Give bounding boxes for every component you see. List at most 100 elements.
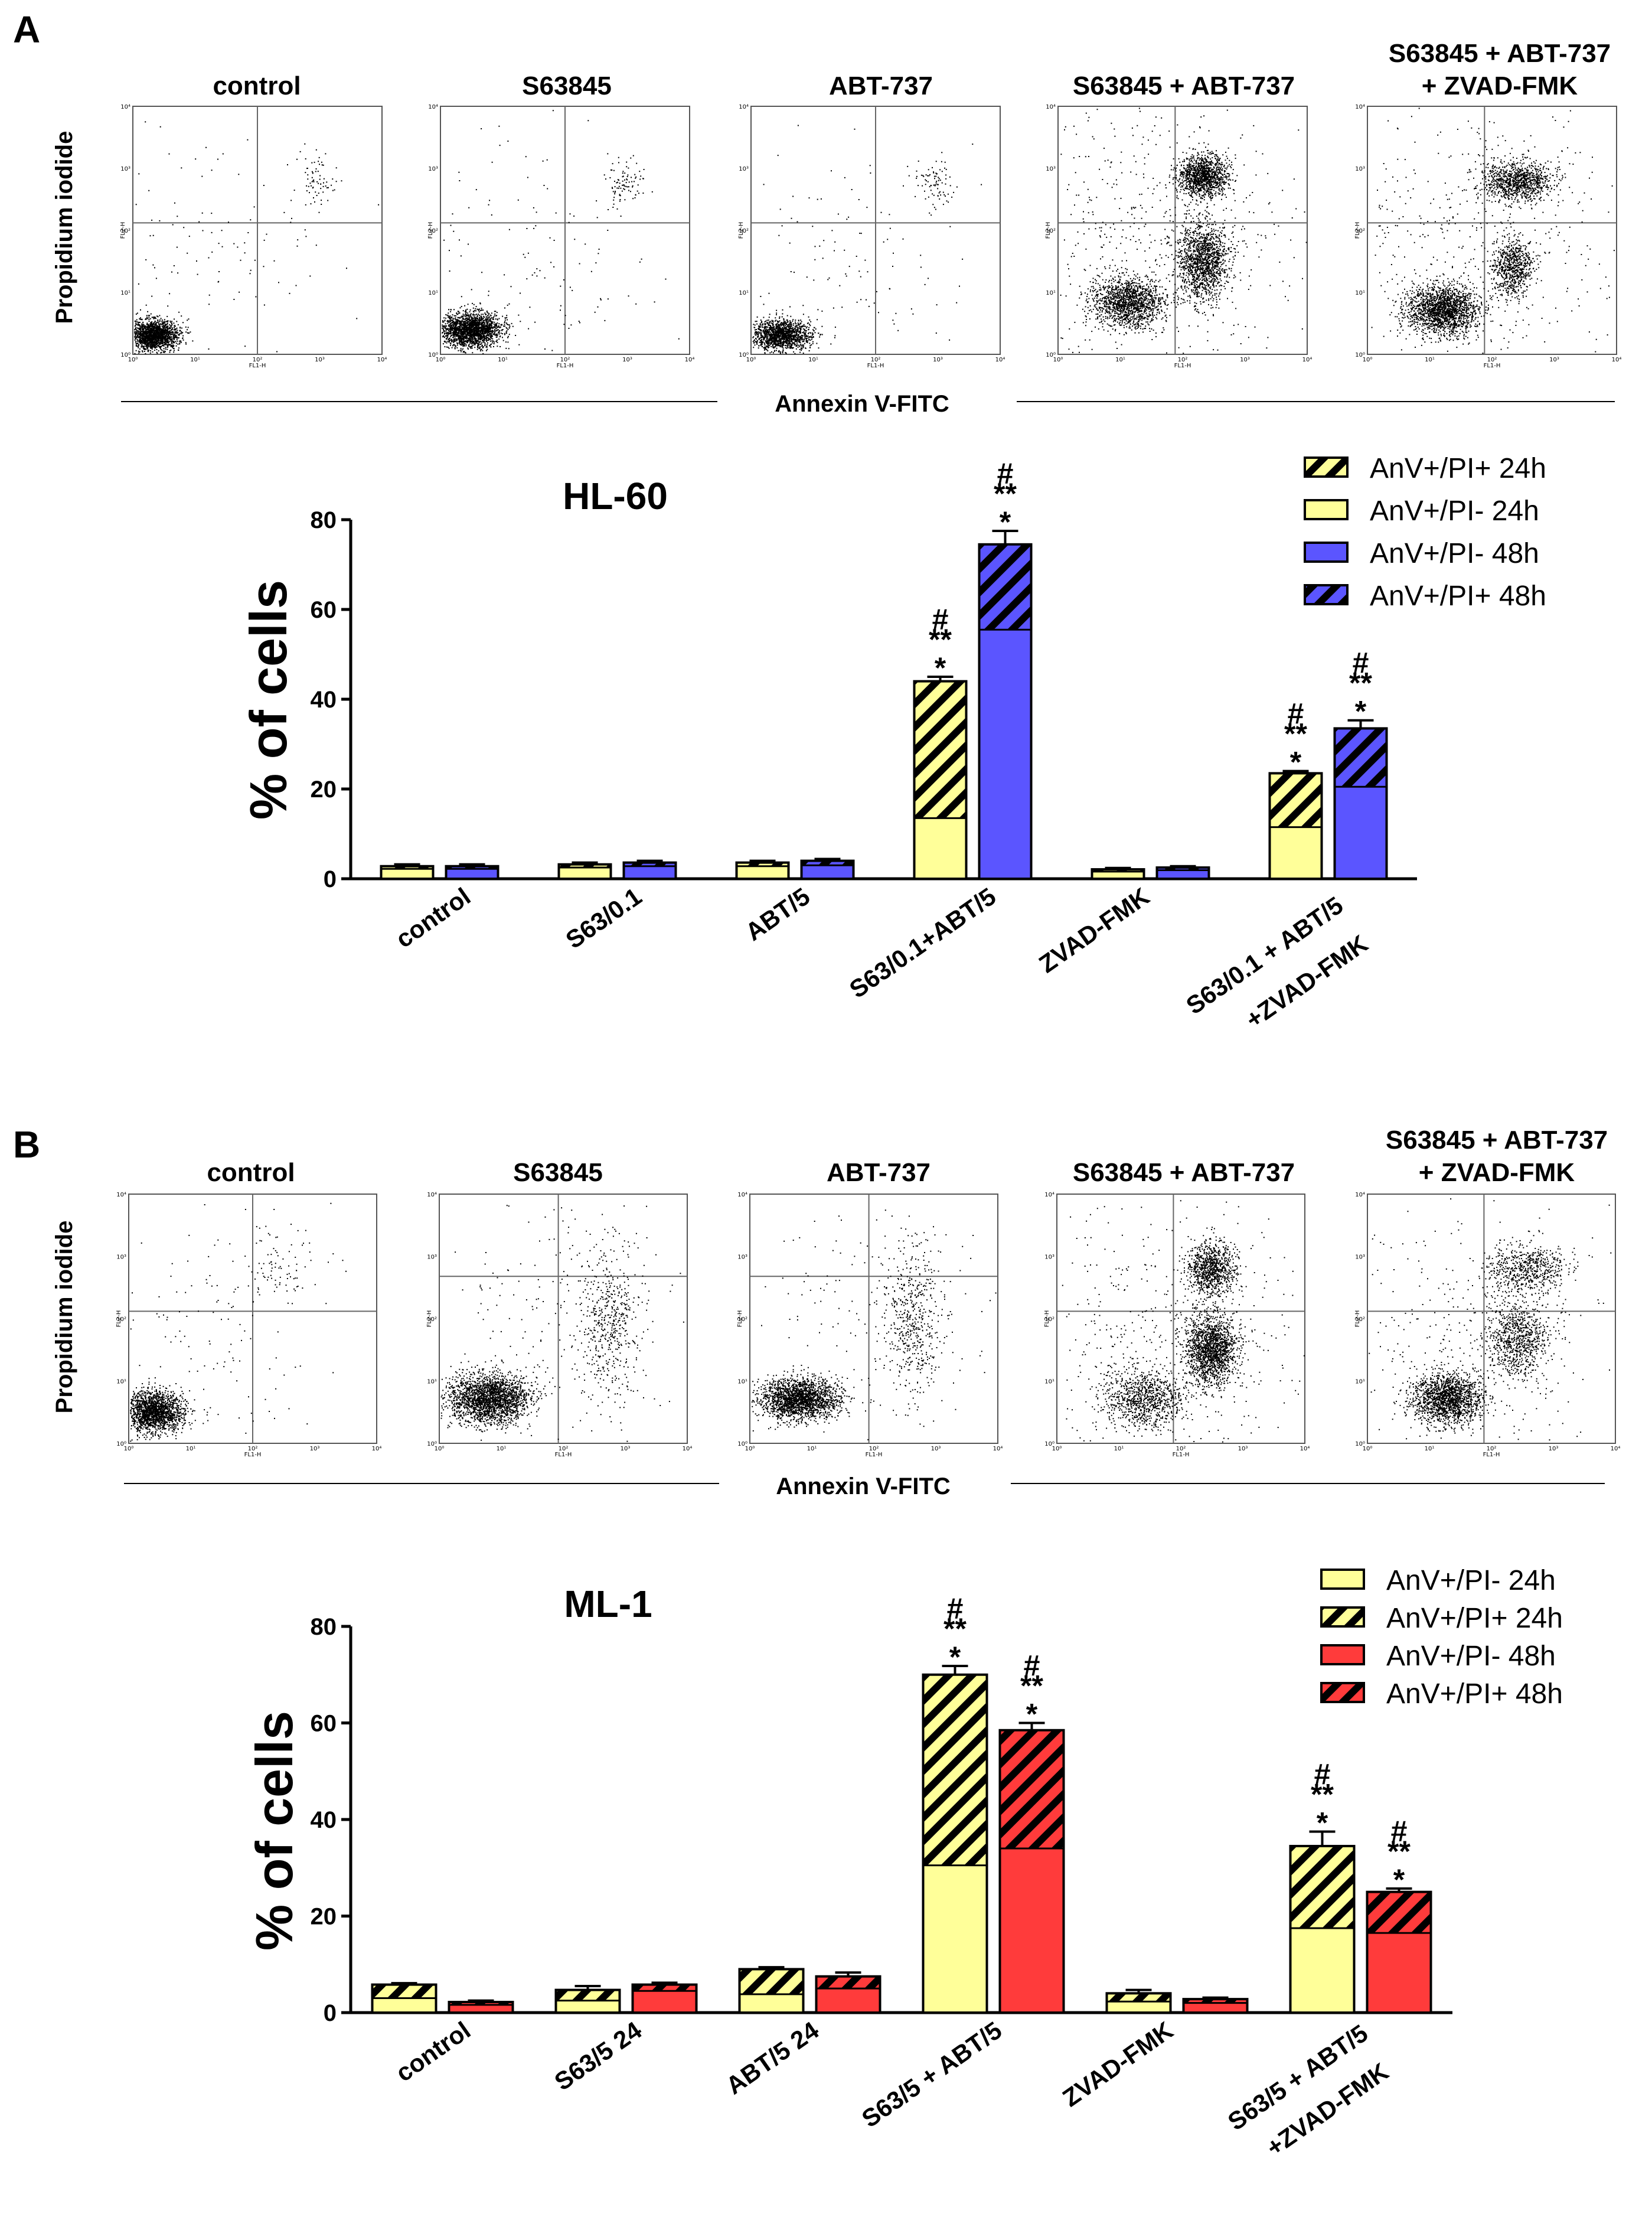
bar-pi-pos-hatch (1157, 868, 1209, 870)
bar-pi-neg (623, 866, 676, 879)
significance-mark: * (1026, 1698, 1038, 1731)
y-tick-label: 60 (311, 1711, 337, 1737)
significance-mark: ** (1311, 1778, 1334, 1811)
bar-pi-pos-hatch (556, 1990, 620, 2001)
plot-y-label: FL2-H (1354, 1310, 1361, 1328)
plot-x-tick: 10² (559, 1446, 569, 1452)
flow-events (440, 1205, 684, 1442)
panel-a-flow: control S63845 ABT-737 S63845 + ABT-737 … (51, 39, 1621, 417)
plot-y-tick: 10⁴ (1355, 1192, 1365, 1198)
flow-x-axis-label: Annexin V-FITC (775, 391, 949, 417)
plot-y-tick: 10⁴ (428, 104, 438, 110)
plot-x-tick: 10⁴ (372, 1446, 382, 1452)
panel-b-letter: B (13, 1123, 40, 1166)
panel-b-flow: control S63845 ABT-737 S63845 + ABT-737 … (51, 1126, 1620, 1499)
plot-y-tick: 10⁴ (739, 104, 749, 110)
plot-x-tick: 10³ (931, 1446, 941, 1452)
category-label: S63/5 24 (549, 2016, 647, 2096)
plot-y-tick: 10⁴ (1046, 104, 1056, 110)
y-tick-label: 40 (311, 687, 337, 713)
plot-x-tick: 10² (1178, 357, 1188, 363)
plot-y-tick: 10³ (739, 166, 749, 172)
flow-plot-frame (1367, 106, 1617, 355)
plot-y-tick: 10⁰ (116, 1441, 126, 1447)
plot-y-tick: 10⁰ (1355, 352, 1365, 358)
significance-mark: # (947, 1592, 964, 1625)
plot-y-tick: 10¹ (427, 1379, 437, 1385)
bar-pi-neg (816, 1988, 880, 2013)
flow-plot-frame (1057, 106, 1308, 355)
plot-y-tick: 10⁰ (120, 352, 130, 358)
plot-y-tick: 10⁴ (120, 104, 130, 110)
plot-y-tick: 10³ (1355, 166, 1365, 172)
plot-x-tick: 10¹ (1425, 357, 1435, 363)
plot-x-tick: 10⁰ (124, 1446, 134, 1452)
bar-pi-neg (449, 2004, 513, 2013)
bar-pi-neg (1092, 871, 1144, 879)
bar-pi-pos-hatch (801, 860, 854, 866)
plot-y-tick: 10⁰ (1044, 1441, 1054, 1447)
plot-x-tick: 10⁰ (746, 357, 756, 363)
flow-title-s63845: S63845 (522, 71, 612, 100)
y-axis-label: % of cells (245, 1711, 303, 1951)
plot-x-tick: 10⁴ (1302, 357, 1313, 363)
significance-mark: * (1290, 746, 1302, 779)
significance-mark: * (935, 651, 946, 684)
y-tick-label: 0 (324, 866, 337, 892)
significance-mark: * (949, 1641, 961, 1674)
plot-x-tick: 10⁴ (685, 357, 695, 363)
significance-mark: * (1000, 506, 1011, 539)
plot-x-label: FL1-H (867, 363, 884, 369)
plot-y-tick: 10¹ (1046, 290, 1056, 296)
bar-pi-neg (801, 865, 854, 879)
legend-swatch (1320, 1569, 1365, 1590)
plot-x-tick: 10⁰ (1363, 357, 1373, 363)
plot-x-label: FL1-H (557, 363, 574, 369)
y-tick-label: 20 (311, 1904, 337, 1930)
significance-mark: # (1391, 1815, 1408, 1848)
bar-pi-neg (446, 869, 498, 879)
plot-x-tick: 10² (1487, 357, 1497, 363)
bar-pi-neg (1000, 1848, 1064, 2013)
plot-y-tick: 10² (739, 228, 749, 234)
plot-x-tick: 10⁰ (435, 1446, 445, 1452)
category-label: S63/0.1 (561, 882, 647, 954)
bar-pi-pos-hatch (372, 1984, 436, 1998)
legend-swatch-hatch (1320, 1606, 1365, 1628)
plot-x-label: FL1-H (555, 1452, 572, 1458)
category-label: ABT/5 24 (721, 2016, 824, 2100)
bar-pi-neg (914, 818, 967, 879)
bar-pi-pos-hatch (381, 866, 433, 869)
bar-pi-pos-hatch (446, 866, 498, 869)
plot-x-label: FL1-H (866, 1452, 883, 1458)
bar-pi-pos-hatch (914, 681, 967, 819)
plot-y-tick: 10¹ (737, 1379, 747, 1385)
bar-pi-neg (632, 1991, 697, 2013)
bar-pi-pos-hatch (632, 1984, 697, 1991)
significance-mark: ** (1284, 718, 1307, 751)
flow-title-abt737: ABT-737 (829, 71, 933, 100)
plot-x-label: FL1-H (1174, 363, 1191, 369)
plot-x-tick: 10³ (622, 357, 632, 363)
flow-title-control: control (207, 1158, 295, 1187)
plot-y-tick: 10¹ (1044, 1379, 1054, 1385)
significance-mark: * (1393, 1863, 1405, 1896)
plot-x-tick: 10⁰ (1363, 1446, 1373, 1452)
significance-mark: ** (1349, 667, 1372, 700)
plot-x-tick: 10² (1487, 1446, 1497, 1452)
plot-y-tick: 10² (737, 1316, 747, 1323)
plot-x-tick: 10⁰ (436, 357, 446, 363)
plot-x-tick: 10⁰ (1053, 357, 1063, 363)
legend-label: AnV+/PI- 24h (1370, 495, 1539, 527)
plot-y-tick: 10³ (116, 1254, 126, 1261)
flow-events (751, 1209, 997, 1440)
flow-y-axis-label: Propidium iodide (51, 131, 77, 324)
significance-mark: ** (943, 1612, 967, 1645)
legend-swatch-hatch (1320, 1682, 1365, 1703)
